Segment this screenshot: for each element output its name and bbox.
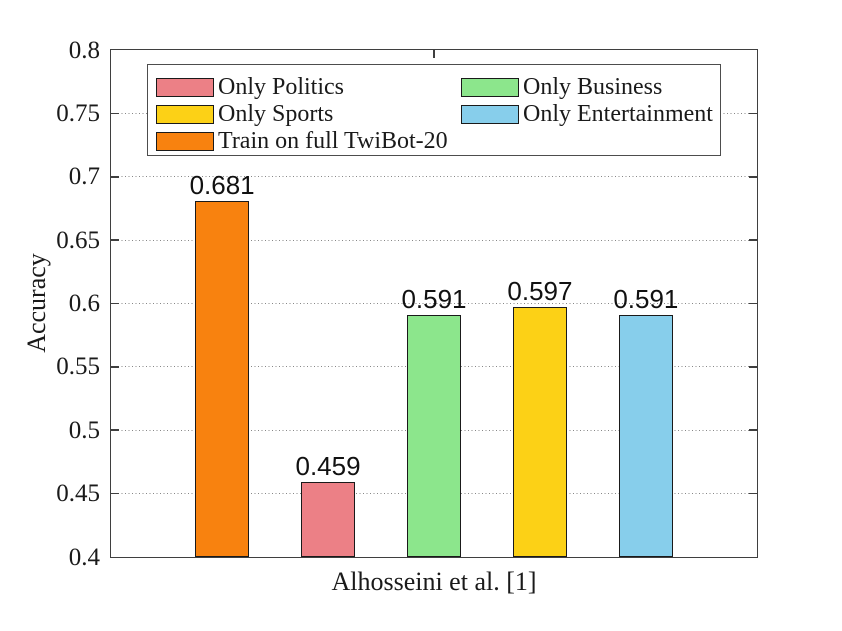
y-tick-mark — [111, 302, 119, 305]
y-tick-label: 0.65 — [56, 226, 100, 254]
tick-layer — [111, 50, 757, 557]
y-tick-label: 0.5 — [68, 416, 100, 444]
y-tick-mark — [749, 492, 757, 495]
y-tick-mark — [111, 366, 119, 368]
x-axis-label: Alhosseini et al. [1] — [331, 567, 537, 596]
y-tick-label: 0.6 — [68, 290, 100, 317]
legend-item: Train on full TwiBot-20 — [156, 128, 461, 155]
bar-only-politics — [301, 482, 356, 557]
bar-only-entertainment — [618, 314, 673, 557]
bar-value-label: 0.459 — [295, 451, 361, 482]
bar-only-sports — [512, 307, 567, 557]
gridline — [111, 176, 757, 178]
y-tick-mark — [749, 112, 757, 115]
y-tick-mark — [111, 239, 119, 241]
bar-value-label: 0.681 — [189, 169, 255, 200]
y-tick-mark — [111, 429, 119, 432]
legend-label: Only Business — [523, 74, 663, 100]
y-tick-mark — [111, 492, 119, 495]
legend-item: Only Entertainment — [461, 101, 713, 128]
legend-item: Only Sports — [156, 101, 461, 128]
y-tick-mark — [749, 366, 757, 368]
bar-value-label: 0.591 — [613, 283, 679, 314]
y-tick-label: 0.7 — [68, 163, 100, 191]
legend-swatch — [461, 105, 519, 124]
y-tick-mark — [749, 175, 757, 178]
legend-swatch — [156, 105, 214, 124]
y-tick-mark — [749, 239, 757, 241]
y-tick-label: 0.55 — [56, 353, 100, 381]
bar-value-label: 0.597 — [507, 276, 573, 307]
x-tick-mark — [433, 50, 435, 58]
y-tick-mark — [111, 112, 119, 115]
y-tick-mark — [749, 302, 757, 305]
y-tick-label: 0.45 — [56, 480, 100, 508]
y-tick-label: 0.8 — [68, 36, 100, 64]
plot-area: 0.681 0.459 0.591 0.597 0.591 Only Politics O… — [110, 49, 758, 558]
legend-label: Only Entertainment — [523, 101, 713, 127]
gridline — [111, 302, 757, 305]
legend-item: Only Business — [461, 74, 713, 101]
legend-label: Only Sports — [218, 101, 334, 127]
legend-swatch — [156, 78, 214, 97]
y-tick-mark — [749, 429, 757, 432]
bar-train-on-full-twibot-20 — [195, 200, 250, 557]
legend-swatch — [461, 78, 519, 97]
bar-value-label: 0.591 — [401, 283, 467, 314]
y-tick-label: 0.4 — [68, 543, 100, 571]
y-tick-mark — [111, 175, 119, 178]
legend-label: Train on full TwiBot-20 — [218, 128, 448, 154]
legend-column-1: Only Politics Only Sports Train on full Tw… — [156, 74, 461, 155]
legend-swatch — [156, 132, 214, 151]
y-tick-label: 0.75 — [56, 99, 100, 127]
legend-label: Only Politics — [218, 74, 345, 100]
legend: Only Politics Only Sports Train on full Tw… — [147, 64, 721, 156]
bar-only-business — [407, 314, 461, 557]
legend-item: Only Politics — [156, 74, 461, 101]
legend-column-2: Only Business Only Entertainment — [461, 74, 713, 155]
gridline — [111, 239, 757, 241]
bar-layer: 0.681 0.459 0.591 0.597 0.591 — [111, 50, 757, 557]
